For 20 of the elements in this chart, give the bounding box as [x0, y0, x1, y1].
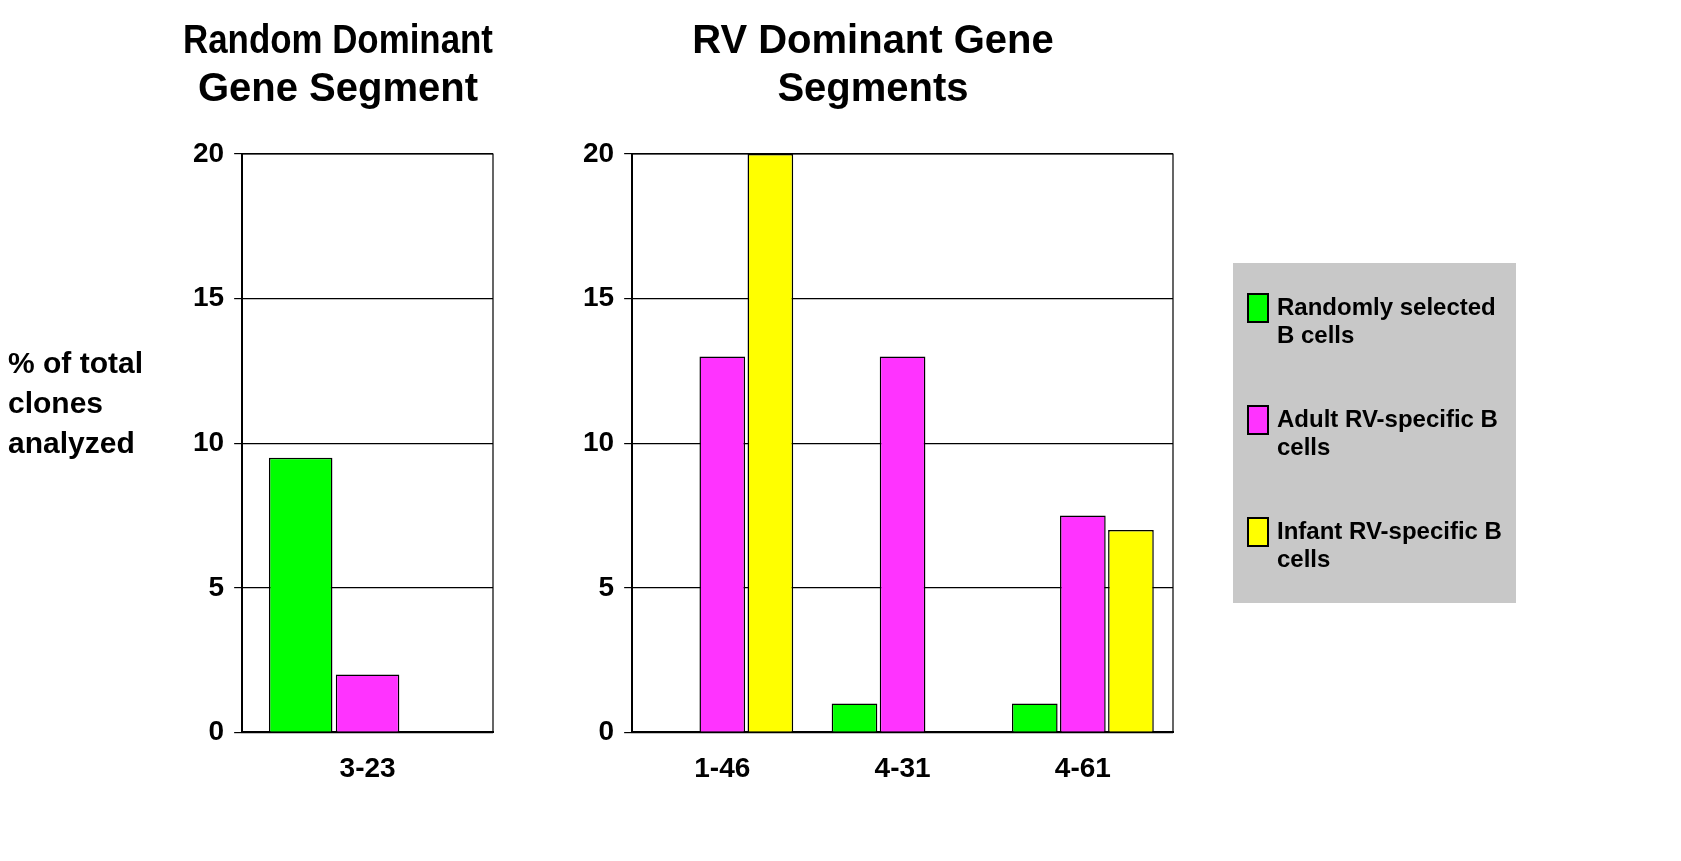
y-axis-title: % of total clones analyzed [8, 345, 144, 461]
legend-label: Randomly selected B cells [1277, 293, 1497, 349]
y-tick-label: 20 [582, 136, 615, 168]
y-tick-label: 0 [208, 715, 225, 747]
y-tick-label: 5 [598, 570, 615, 602]
x-tick-label: 4-61 [1054, 751, 1111, 783]
legend-label: Infant RV-specific B cells [1277, 517, 1502, 573]
y-tick-label: 15 [192, 281, 225, 313]
legend-label: Adult RV-specific B cells [1277, 405, 1499, 461]
y-tick-label: 20 [192, 136, 225, 168]
chart-title: RV Dominant Gene Segments [692, 17, 1054, 110]
chart-title: Random Dominant Gene Segment [183, 16, 494, 110]
y-tick-label: 10 [582, 425, 615, 457]
x-tick-label: 3-23 [339, 751, 396, 783]
y-tick-label: 0 [598, 715, 615, 747]
x-tick-label: 1-46 [694, 751, 751, 783]
y-tick-label: 15 [582, 281, 615, 313]
y-tick-label: 5 [208, 570, 225, 602]
y-tick-label: 10 [192, 425, 225, 457]
x-tick-label: 4-31 [874, 751, 931, 783]
